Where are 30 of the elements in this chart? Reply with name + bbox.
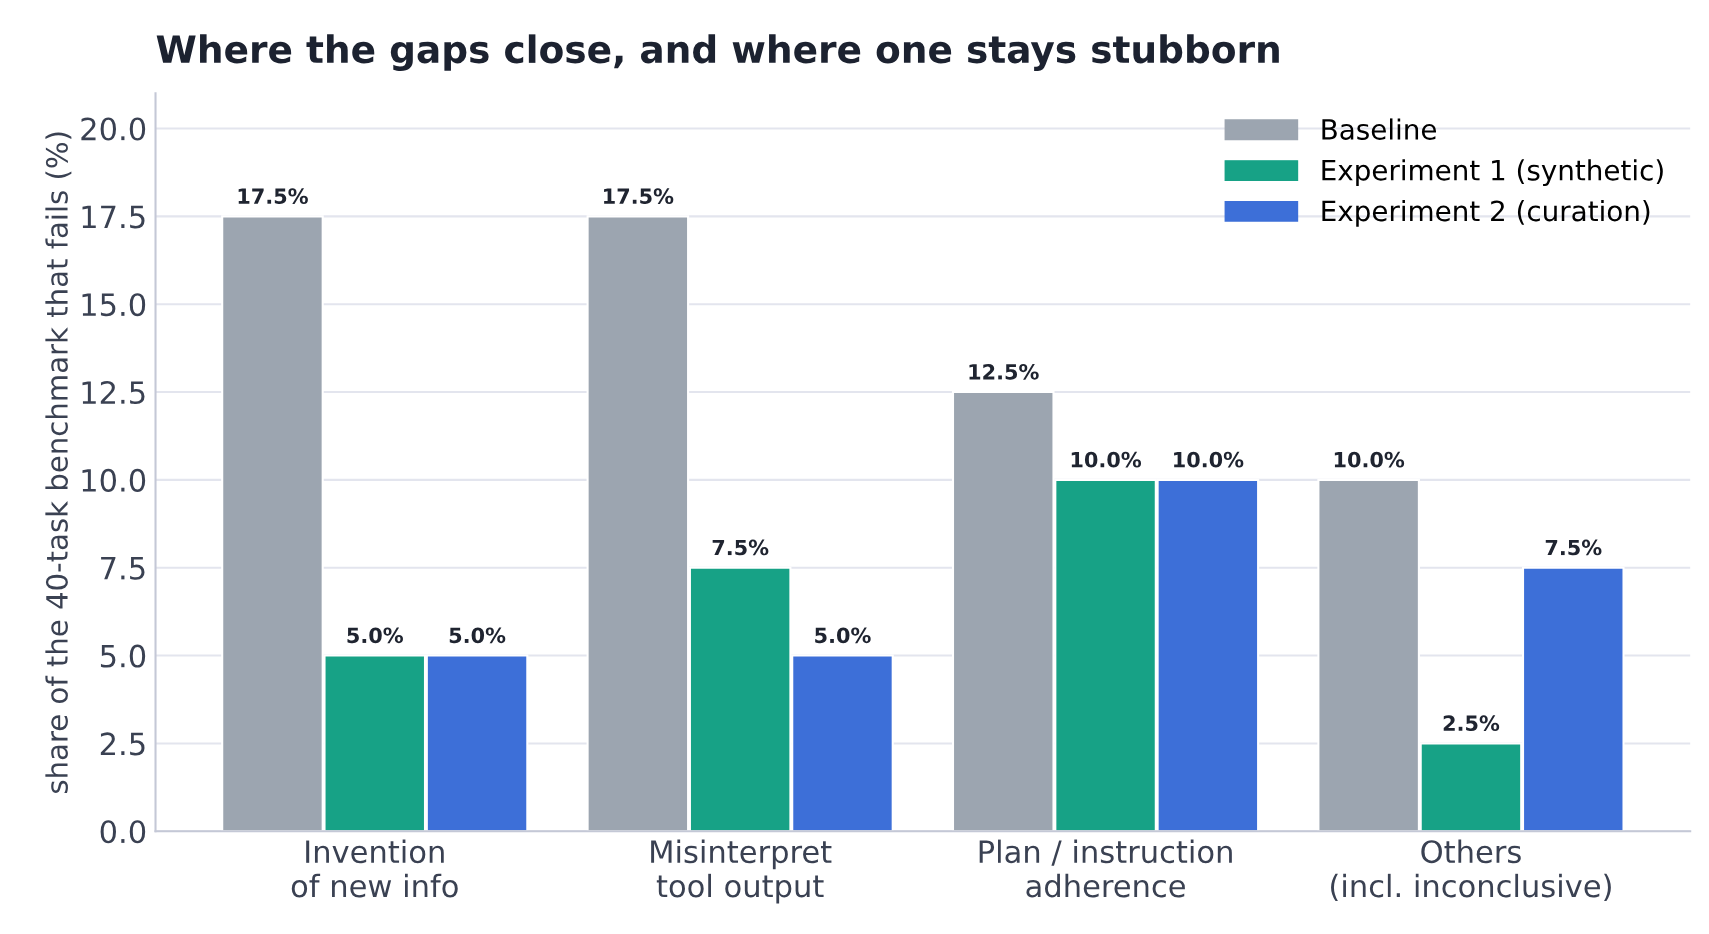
y-tick-label: 10.0 — [82, 468, 146, 492]
y-tick-label: 5.0 — [100, 644, 146, 668]
y-tick-label: 7.5 — [101, 557, 145, 580]
data-label: 17.5% — [238, 188, 308, 205]
y-tick-label: 20.0 — [81, 117, 146, 141]
y-tick-label: 17.5 — [82, 205, 145, 229]
legend-label: Experiment 1 (synthetic) — [1322, 159, 1663, 187]
data-label: 12.5% — [969, 363, 1039, 380]
x-tick-label: Invention of new info — [291, 839, 458, 898]
legend-label: Baseline — [1322, 118, 1437, 140]
data-label: 5.0% — [347, 627, 403, 644]
data-label: 2.5% — [1443, 715, 1500, 732]
y-tick-label: 2.5 — [100, 732, 145, 756]
y-axis-title: share of the 40-task benchmark that fails (%) — [45, 132, 72, 794]
x-tick-label: Others (incl. inconclusive) — [1331, 839, 1611, 902]
data-label: 17.5% — [604, 188, 674, 205]
data-label: 10.0% — [1174, 451, 1244, 468]
y-tick-label: 0.0 — [100, 820, 146, 844]
data-label: 10.0% — [1334, 451, 1405, 468]
data-label: 7.5% — [712, 539, 769, 556]
y-tick-label: 15.0 — [82, 293, 146, 317]
data-label: 5.0% — [449, 627, 506, 644]
x-tick-label: Plan / instruction adherence — [979, 839, 1232, 898]
x-tick-label: Misinterpret tool output — [651, 839, 832, 904]
legend-label: Experiment 2 (curation) — [1322, 199, 1650, 227]
chart-title: Where the gaps close, and where one stays stubborn — [156, 34, 1279, 71]
y-tick-label: 12.5 — [82, 380, 145, 405]
data-label: 5.0% — [815, 627, 871, 644]
data-label: 7.5% — [1545, 539, 1602, 556]
data-label: 10.0% — [1071, 451, 1142, 468]
